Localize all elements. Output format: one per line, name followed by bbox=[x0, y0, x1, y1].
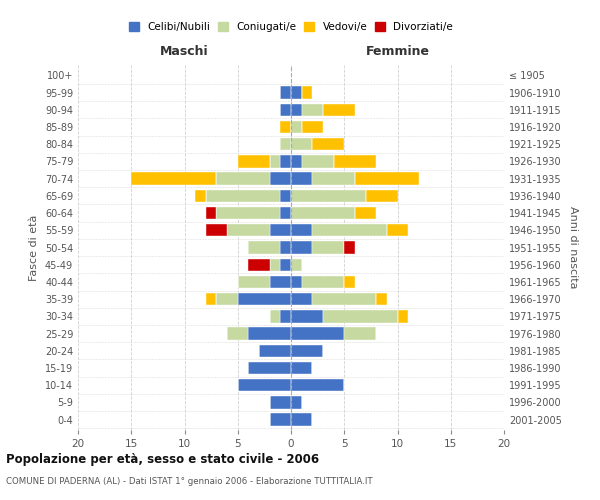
Bar bbox=[280, 138, 291, 150]
Bar bbox=[365, 190, 398, 202]
Text: Popolazione per età, sesso e stato civile - 2006: Popolazione per età, sesso e stato civil… bbox=[6, 452, 319, 466]
Bar bbox=[302, 276, 344, 288]
Bar bbox=[313, 138, 344, 150]
Bar bbox=[344, 242, 355, 254]
Bar bbox=[280, 190, 291, 202]
Bar bbox=[248, 328, 291, 340]
Text: COMUNE DI PADERNA (AL) - Dati ISTAT 1° gennaio 2006 - Elaborazione TUTTITALIA.IT: COMUNE DI PADERNA (AL) - Dati ISTAT 1° g… bbox=[6, 478, 373, 486]
Bar bbox=[280, 121, 291, 133]
Legend: Celibi/Nubili, Coniugati/e, Vedovi/e, Divorziati/e: Celibi/Nubili, Coniugati/e, Vedovi/e, Di… bbox=[126, 19, 456, 36]
Bar bbox=[270, 414, 291, 426]
Bar bbox=[291, 172, 313, 185]
Bar bbox=[344, 276, 355, 288]
Bar bbox=[291, 362, 313, 374]
Bar bbox=[248, 362, 291, 374]
Bar bbox=[259, 344, 291, 357]
Bar bbox=[280, 86, 291, 99]
Bar bbox=[291, 379, 344, 392]
Bar bbox=[291, 224, 313, 236]
Bar bbox=[291, 121, 302, 133]
Bar bbox=[291, 344, 323, 357]
Bar bbox=[291, 258, 302, 271]
Bar bbox=[227, 328, 248, 340]
Y-axis label: Fasce di età: Fasce di età bbox=[29, 214, 39, 280]
Bar bbox=[344, 328, 376, 340]
Bar bbox=[302, 104, 323, 116]
Bar bbox=[270, 224, 291, 236]
Bar bbox=[238, 293, 291, 306]
Text: Femmine: Femmine bbox=[365, 45, 430, 58]
Bar bbox=[291, 155, 302, 168]
Bar bbox=[291, 310, 323, 322]
Bar bbox=[238, 155, 270, 168]
Bar bbox=[323, 104, 355, 116]
Bar bbox=[291, 86, 302, 99]
Bar bbox=[217, 207, 280, 220]
Bar bbox=[280, 242, 291, 254]
Bar bbox=[248, 258, 270, 271]
Bar bbox=[238, 379, 291, 392]
Bar bbox=[131, 172, 217, 185]
Bar bbox=[206, 207, 217, 220]
Bar bbox=[291, 396, 302, 408]
Bar bbox=[270, 396, 291, 408]
Bar bbox=[291, 293, 313, 306]
Bar bbox=[217, 172, 270, 185]
Bar bbox=[280, 155, 291, 168]
Bar bbox=[355, 207, 376, 220]
Bar bbox=[217, 293, 238, 306]
Bar bbox=[270, 258, 280, 271]
Bar bbox=[302, 86, 312, 99]
Bar bbox=[270, 172, 291, 185]
Bar bbox=[313, 293, 376, 306]
Bar bbox=[270, 310, 280, 322]
Bar bbox=[291, 207, 355, 220]
Bar bbox=[323, 310, 398, 322]
Bar bbox=[248, 242, 280, 254]
Bar bbox=[206, 190, 280, 202]
Bar bbox=[291, 138, 313, 150]
Bar bbox=[195, 190, 206, 202]
Bar bbox=[280, 104, 291, 116]
Bar bbox=[280, 207, 291, 220]
Bar bbox=[291, 104, 302, 116]
Bar bbox=[291, 242, 313, 254]
Bar bbox=[238, 276, 270, 288]
Bar bbox=[334, 155, 376, 168]
Bar bbox=[398, 310, 408, 322]
Bar bbox=[387, 224, 408, 236]
Bar bbox=[227, 224, 270, 236]
Bar bbox=[270, 155, 280, 168]
Bar bbox=[302, 155, 334, 168]
Bar bbox=[291, 276, 302, 288]
Bar bbox=[313, 172, 355, 185]
Bar bbox=[291, 414, 313, 426]
Bar bbox=[302, 121, 323, 133]
Bar bbox=[355, 172, 419, 185]
Text: Maschi: Maschi bbox=[160, 45, 209, 58]
Bar bbox=[206, 293, 217, 306]
Bar bbox=[291, 190, 365, 202]
Bar bbox=[270, 276, 291, 288]
Bar bbox=[280, 310, 291, 322]
Bar bbox=[291, 328, 344, 340]
Bar bbox=[280, 258, 291, 271]
Bar bbox=[206, 224, 227, 236]
Bar bbox=[376, 293, 387, 306]
Bar bbox=[313, 224, 387, 236]
Bar bbox=[313, 242, 344, 254]
Y-axis label: Anni di nascita: Anni di nascita bbox=[568, 206, 578, 289]
